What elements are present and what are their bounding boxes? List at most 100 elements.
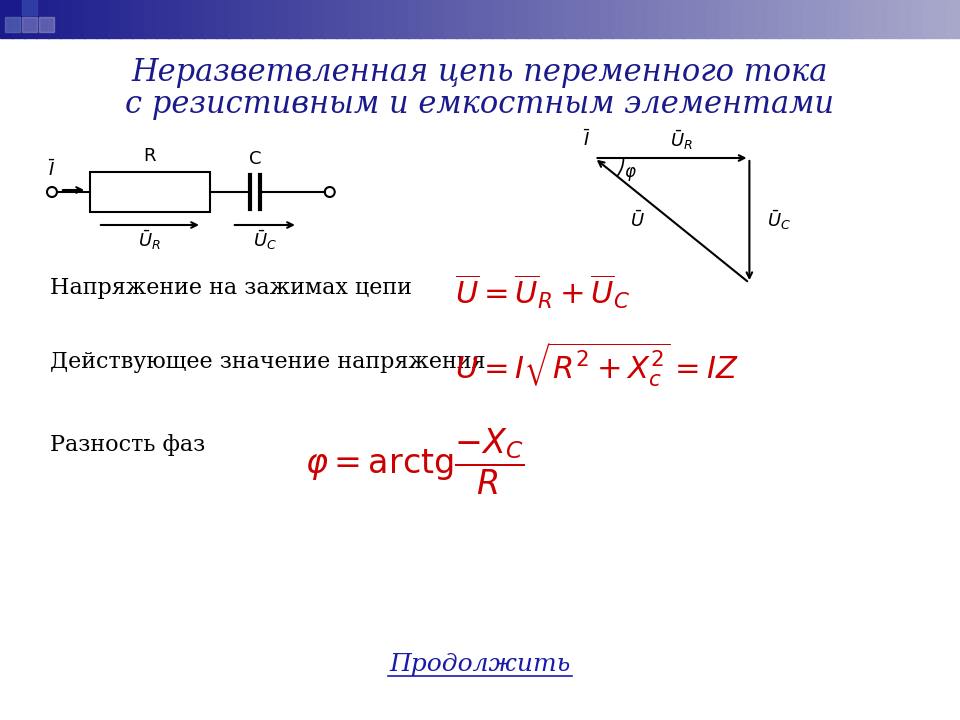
Bar [612, 0, 625, 38]
Bar [456, 0, 468, 38]
Bar [948, 0, 960, 38]
Bar [528, 0, 540, 38]
Text: Разность фаз: Разность фаз [50, 434, 205, 456]
Bar [636, 0, 648, 38]
Bar [396, 0, 409, 38]
Bar [743, 0, 756, 38]
Bar [780, 0, 792, 38]
Bar [839, 0, 852, 38]
Text: Напряжение на зажимах цепи: Напряжение на зажимах цепи [50, 277, 412, 299]
Bar [623, 0, 636, 38]
Text: Неразветвленная цепь переменного тока: Неразветвленная цепь переменного тока [132, 56, 828, 88]
Bar [12, 0, 25, 38]
Text: $\bar{U}_R$: $\bar{U}_R$ [138, 228, 161, 252]
Bar [408, 0, 420, 38]
Text: $U=I\sqrt{R^2+X_c^2}=IZ$: $U=I\sqrt{R^2+X_c^2}=IZ$ [455, 341, 738, 390]
Text: $\bar{I}$: $\bar{I}$ [48, 160, 56, 180]
Bar [444, 0, 457, 38]
Bar [647, 0, 660, 38]
Text: $\varphi$: $\varphi$ [624, 165, 636, 183]
Bar [168, 0, 180, 38]
Text: Действующее значение напряжения: Действующее значение напряжения [50, 351, 486, 373]
Bar [84, 0, 97, 38]
Bar [204, 0, 217, 38]
Text: $\bar{I}$: $\bar{I}$ [583, 130, 590, 150]
Bar [60, 0, 73, 38]
Text: с резистивным и емкостным элементами: с резистивным и емкостным элементами [125, 89, 834, 120]
Bar [599, 0, 612, 38]
Bar [312, 0, 324, 38]
Bar [719, 0, 732, 38]
Text: R: R [144, 147, 156, 165]
Bar [324, 0, 337, 38]
Bar [684, 0, 696, 38]
Bar [671, 0, 684, 38]
Bar [48, 0, 60, 38]
Bar [791, 0, 804, 38]
Bar [22, 17, 37, 32]
Bar [5, 0, 20, 15]
Bar [108, 0, 121, 38]
Text: Продолжить: Продолжить [389, 654, 570, 677]
Bar [72, 0, 84, 38]
Bar [468, 0, 481, 38]
Bar [24, 0, 37, 38]
Bar [336, 0, 348, 38]
Bar [276, 0, 289, 38]
Bar [432, 0, 444, 38]
Bar [492, 0, 505, 38]
Bar [216, 0, 228, 38]
Bar [132, 0, 145, 38]
Bar [564, 0, 577, 38]
Bar [192, 0, 204, 38]
Bar [504, 0, 516, 38]
Bar [935, 0, 948, 38]
Bar [252, 0, 265, 38]
Bar [22, 0, 37, 15]
Bar [120, 0, 132, 38]
Bar [36, 0, 49, 38]
Text: $\overline{U}=\overline{U}_R+\overline{U}_C$: $\overline{U}=\overline{U}_R+\overline{U… [455, 273, 630, 311]
Bar [240, 0, 252, 38]
Bar [828, 0, 840, 38]
Bar [552, 0, 564, 38]
Bar [540, 0, 553, 38]
Bar [144, 0, 156, 38]
Bar [264, 0, 276, 38]
Bar [420, 0, 433, 38]
Bar [852, 0, 864, 38]
Bar [516, 0, 529, 38]
Bar [576, 0, 588, 38]
Text: $\bar{U}$: $\bar{U}$ [630, 210, 644, 231]
Text: $\bar{U}_C$: $\bar{U}_C$ [252, 228, 276, 252]
Bar [480, 0, 492, 38]
Bar [156, 0, 169, 38]
Text: $\varphi=\mathrm{arctg}\dfrac{-X_C}{R}$: $\varphi=\mathrm{arctg}\dfrac{-X_C}{R}$ [304, 427, 524, 497]
Bar [372, 0, 385, 38]
Bar [732, 0, 744, 38]
Bar [924, 0, 936, 38]
Bar [695, 0, 708, 38]
Bar [708, 0, 720, 38]
Text: C: C [249, 150, 261, 168]
Bar [887, 0, 900, 38]
Bar [756, 0, 768, 38]
Bar [288, 0, 300, 38]
Bar [767, 0, 780, 38]
Bar [348, 0, 361, 38]
Bar [90, 172, 210, 212]
Text: $\bar{U}_C$: $\bar{U}_C$ [767, 209, 791, 233]
Bar [39, 17, 54, 32]
Bar [876, 0, 888, 38]
Bar [0, 0, 13, 38]
Bar [815, 0, 828, 38]
Bar [660, 0, 672, 38]
Bar [900, 0, 912, 38]
Bar [804, 0, 816, 38]
Bar [180, 0, 193, 38]
Bar [863, 0, 876, 38]
Bar [5, 17, 20, 32]
Bar [300, 0, 313, 38]
Bar [360, 0, 372, 38]
Bar [384, 0, 396, 38]
